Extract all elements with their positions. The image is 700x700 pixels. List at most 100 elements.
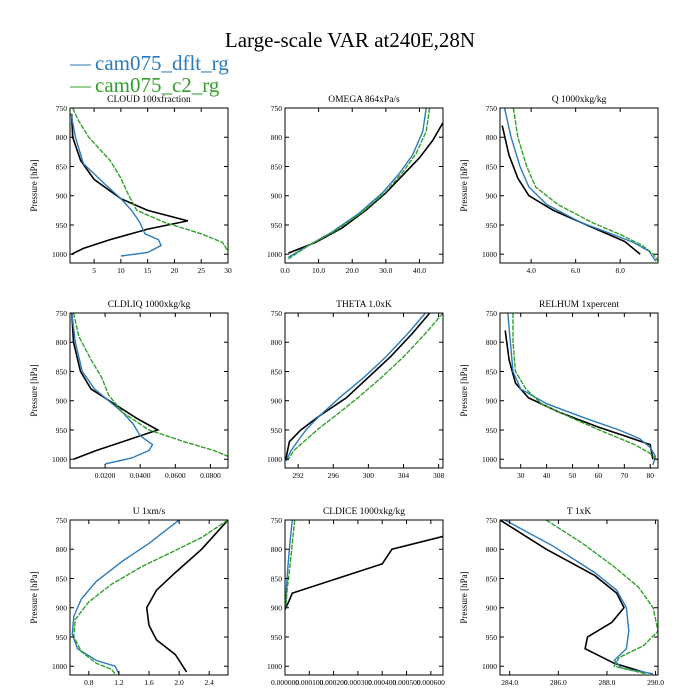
x-tick-label: 70 [621,471,629,480]
series-line-2 [285,520,296,608]
panel-title: Q 1000xkg/kg [552,95,607,105]
x-tick-label: 15 [144,266,152,275]
plot-frame [284,519,444,676]
x-tick-label: 0.0600 [165,471,186,480]
y-tick-label: 950 [271,633,283,642]
x-tick-label: 2.0 [174,678,184,687]
series-line-1 [503,108,657,262]
y-tick-label: 750 [486,516,498,525]
y-tick-label: 800 [56,338,68,347]
y-tick-label: 900 [486,397,498,406]
x-tick-label: 30 [517,471,525,480]
y-tick-label: 950 [271,221,283,230]
x-tick-label: 40 [543,471,551,480]
x-tick-label: 10 [117,266,125,275]
y-tick-label: 900 [486,192,498,201]
y-tick-label: 800 [56,133,68,142]
series-line-1 [71,313,154,465]
y-tick-label: 950 [486,221,498,230]
y-tick-label: 850 [56,162,68,171]
plot-frame [69,312,229,469]
plot-frame [284,312,444,469]
legend-label-dflt: cam075_dflt_rg [95,51,229,75]
y-tick-label: 850 [271,574,283,583]
x-tick-label: 4.0 [526,266,536,275]
series-line-2 [512,108,658,262]
panel-2: OMEGA 864xPa/s 0.0 10.0 20.0 30.0 40.0 750 800 8… [267,95,444,275]
y-tick-label: 800 [271,545,283,554]
panel-9: T 1xK 284.0 286.0 288.0 290.0 750 800 850 900 950… [459,507,664,687]
x-tick-label: 288.0 [599,678,616,687]
series-line-2 [72,108,228,252]
plot-frame [499,312,659,469]
y-axis-label: Pressure [hPa] [459,364,469,416]
y-tick-label: 900 [56,192,68,201]
legend-entry-c2: — cam075_c2_rg [70,74,270,96]
series-line-2 [73,520,228,675]
series-line-0 [500,520,644,673]
y-tick-label: 750 [486,309,498,318]
x-tick-label: 296 [328,471,340,480]
x-tick-label: 8.0 [615,266,625,275]
x-tick-label: 290.0 [647,678,664,687]
x-tick-label: 20.0 [346,266,359,275]
plot-frame [69,107,229,264]
series-line-1 [288,108,427,258]
y-axis-label: Pressure [hPa] [459,159,469,211]
series-line-2 [545,520,658,675]
x-tick-label: 308 [433,471,445,480]
y-tick-label: 950 [56,426,68,435]
x-tick-label: 0.000400 [368,678,396,687]
y-tick-label: 900 [271,192,283,201]
series-line-1 [285,313,426,462]
x-tick-label: 0.000200 [320,678,348,687]
x-tick-label: 286.0 [550,678,567,687]
x-tick-label: 40.0 [413,266,426,275]
x-tick-label: 2.4 [205,678,215,687]
panel-6: RELHUM 1xpercent 30 40 50 60 70 80 750 800 850 900… [459,300,659,480]
y-tick-label: 750 [56,309,68,318]
y-tick-label: 850 [56,367,68,376]
y-tick-label: 1000 [267,250,282,259]
figure-title: Large-scale VAR at240E,28N [224,28,476,52]
x-tick-label: 0.0200 [95,471,116,480]
y-tick-label: 1000 [482,250,497,259]
y-tick-label: 750 [271,104,283,113]
panel-title: T 1xK [567,507,592,517]
series-line-0 [70,113,189,255]
y-axis-label: Pressure [hPa] [29,571,39,623]
series-line-0 [285,535,443,610]
x-tick-label: 60 [595,471,603,480]
x-tick-label: 0.8 [84,678,94,687]
x-tick-label: 6.0 [571,266,581,275]
y-tick-label: 750 [56,104,68,113]
y-tick-label: 850 [56,574,68,583]
panel-7: U 1xm/s 0.8 1.2 1.6 2.0 2.4 750 800 850 900 950 100… [29,507,229,687]
legend-entry-dflt: — cam075_dflt_rg [70,52,270,74]
y-tick-label: 750 [486,104,498,113]
y-tick-label: 900 [486,604,498,613]
y-axis-label: Pressure [hPa] [29,159,39,211]
x-tick-label: 1.2 [114,678,124,687]
y-tick-label: 950 [486,426,498,435]
series-line-0 [285,313,431,460]
y-tick-label: 850 [271,162,283,171]
x-tick-label: 304 [398,471,410,480]
series-line-2 [288,108,431,260]
series-line-2 [512,313,658,461]
panel-title: THETA 1.0xK [336,300,392,310]
x-tick-label: 0.000600 [417,678,445,687]
x-tick-label: 30.0 [379,266,392,275]
y-tick-label: 1000 [52,455,67,464]
y-tick-label: 850 [486,162,498,171]
x-tick-label: 10.0 [312,266,325,275]
panel-title: CLDLIQ 1000xkg/kg [108,300,191,310]
y-tick-label: 1000 [482,662,497,671]
x-tick-label: 0.000500 [392,678,420,687]
panel-title: CLOUD 100xfraction [107,94,191,105]
y-tick-label: 850 [486,574,498,583]
series-line-2 [72,313,228,457]
y-tick-label: 950 [486,633,498,642]
series-line-2 [287,313,443,461]
